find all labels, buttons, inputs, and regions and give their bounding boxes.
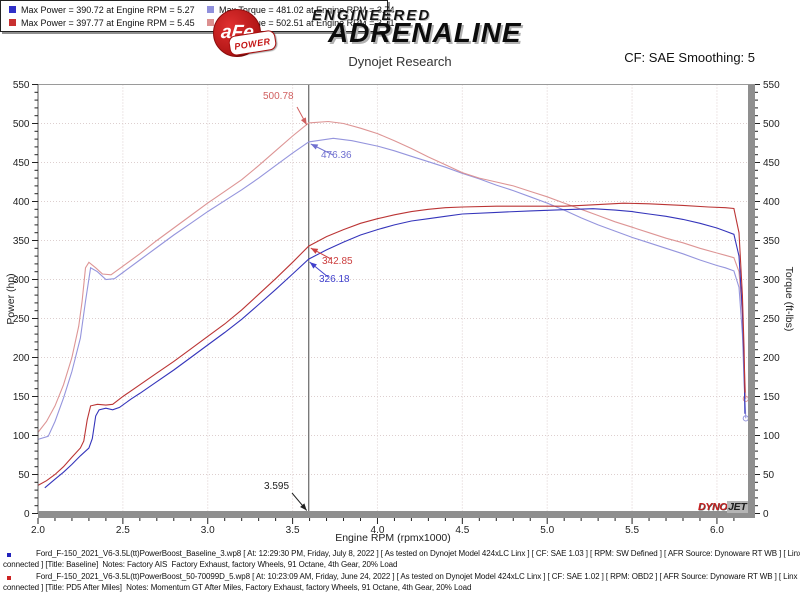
x-tick-label: 5.0 (540, 525, 554, 536)
y-tick-label-left: 250 (13, 314, 30, 325)
run2-bullet (7, 576, 11, 580)
x-tick-label: 4.5 (455, 525, 469, 536)
y-tick-label-left: 450 (13, 158, 30, 169)
y-tick-label-right: 500 (763, 119, 780, 130)
y-tick-label-right: 450 (763, 158, 780, 169)
dynojet-logo-dyno: DYNO (698, 501, 728, 513)
x-tick-label: 3.5 (286, 525, 300, 536)
x-tick-label: 2.0 (31, 525, 45, 536)
chart-title: Dynojet Research (348, 54, 452, 69)
y-tick-label-left: 550 (13, 80, 30, 91)
y-tick-label-left: 300 (13, 275, 30, 286)
legend-marker-baseline-power (9, 6, 16, 13)
y-axis-right-bar (748, 84, 755, 518)
y-tick-label-left: 150 (13, 392, 30, 403)
x-axis-bar (38, 511, 755, 518)
legend-row-baseline: Max Power = 390.72 at Engine RPM = 5.27 … (1, 3, 394, 16)
brand-adrenaline-text: ADRENALINE (328, 17, 522, 48)
torque-pd5-readout-arrowhead (300, 117, 307, 125)
y-tick-label-right: 400 (763, 197, 780, 208)
run2-description-line1: Ford_F-150_2021_V6-3.5L(tt)PowerBoost_50… (36, 572, 800, 581)
y-tick-label-right: 200 (763, 353, 780, 364)
legend-marker-baseline-torque (207, 6, 214, 13)
legend-box: Max Power = 390.72 at Engine RPM = 5.27 … (0, 0, 394, 32)
run2-description-line2: connected ] [Title: PD5 After Miles] Not… (3, 583, 472, 592)
dynojet-logo: DYNOJET (698, 501, 748, 513)
dynojet-logo-jet: JET (727, 501, 748, 513)
power-axis-title: Power (hp) (5, 273, 17, 324)
y-tick-label-right: 300 (763, 275, 780, 286)
y-tick-label-right: 0 (763, 509, 769, 520)
y-tick-label-left: 200 (13, 353, 30, 364)
y-tick-label-right: 100 (763, 431, 780, 442)
legend-marker-pd5-power (9, 19, 16, 26)
brand-engineered-text: ENGINEERED (312, 7, 432, 24)
cursor-rpm-readout: 3.595 (264, 481, 290, 492)
torque-pd5-readout: 500.78 (263, 91, 294, 102)
run1-description-line2: connected ] [Title: Baseline] Notes: Fac… (3, 560, 398, 569)
torque-baseline-readout-arrowhead (310, 143, 319, 150)
legend-label-baseline-power: Max Power = 390.72 at Engine RPM = 5.27 (21, 4, 195, 15)
legend-marker-pd5-torque (207, 19, 214, 26)
y-tick-label-left: 500 (13, 119, 30, 130)
y-tick-label-right: 150 (763, 392, 780, 403)
legend-row-pd5: Max Power = 397.77 at Engine RPM = 5.45 … (1, 16, 394, 29)
y-tick-label-left: 50 (18, 470, 30, 481)
y-tick-label-left: 350 (13, 236, 30, 247)
legend-label-pd5-power: Max Power = 397.77 at Engine RPM = 5.45 (21, 17, 195, 28)
power-baseline-readout: 326.18 (319, 274, 350, 285)
y-tick-label-right: 50 (763, 470, 775, 481)
power-baseline-readout-arrowhead (309, 262, 317, 269)
power-pd5-readout-arrowhead (310, 248, 319, 254)
x-tick-label: 5.5 (625, 525, 639, 536)
curve-baseline-power (44, 208, 746, 489)
correction-smoothing-label: CF: SAE Smoothing: 5 (624, 50, 755, 65)
y-tick-label-right: 250 (763, 314, 780, 325)
run1-bullet (7, 553, 11, 557)
x-tick-label: 6.0 (710, 525, 724, 536)
x-tick-label: 3.0 (201, 525, 215, 536)
torque-axis-title: Torque (ft-lbs) (783, 267, 795, 332)
x-tick-label: 2.5 (116, 525, 130, 536)
x-tick-label: 4.0 (371, 525, 385, 536)
torque-baseline-readout: 476.36 (321, 150, 352, 161)
power-pd5-readout: 342.85 (322, 256, 353, 267)
y-tick-label-left: 0 (24, 509, 30, 520)
curve-pd5-torque (37, 120, 747, 433)
y-tick-label-left: 400 (13, 197, 30, 208)
y-tick-label-right: 350 (763, 236, 780, 247)
y-tick-label-right: 550 (763, 80, 780, 91)
curve-baseline-torque (37, 137, 747, 440)
cursor-rpm-readout-arrowhead (300, 503, 307, 511)
x-axis-title: Engine RPM (rpmx1000) (335, 532, 451, 544)
y-tick-label-left: 100 (13, 431, 30, 442)
run1-description-line1: Ford_F-150_2021_V6-3.5L(tt)PowerBoost_Ba… (36, 549, 800, 558)
legend-label-baseline-torque: Max Torque = 481.02 at Engine RPM = 3.74 (219, 4, 395, 15)
curve-pd5-power (37, 202, 746, 486)
